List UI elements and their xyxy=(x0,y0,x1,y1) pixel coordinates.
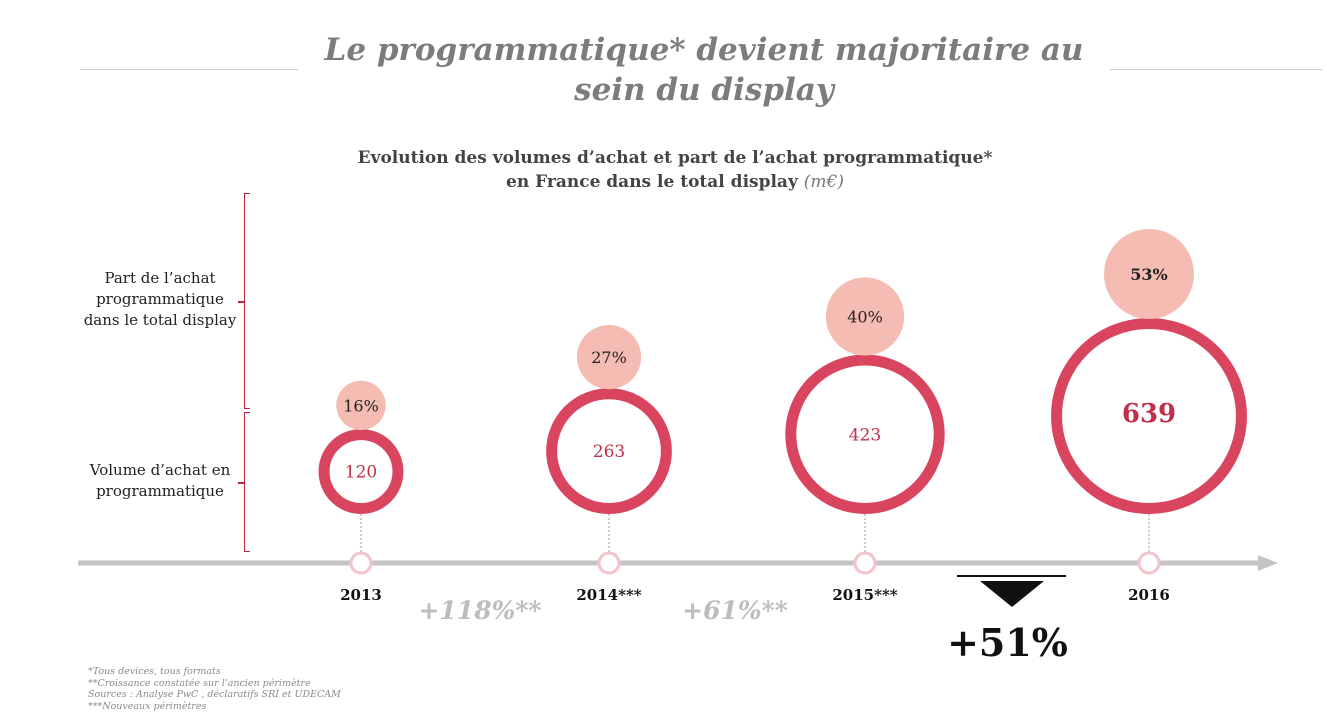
share-row-label-line1: Part de l’achat xyxy=(104,269,216,287)
year-tick-label: 2016 xyxy=(1128,586,1170,604)
growth-label: +61%** xyxy=(682,596,788,625)
chart-subtitle-line1: Evolution des volumes d’achat et part de… xyxy=(357,148,993,168)
page-title-line2: sein du display xyxy=(574,72,834,108)
share-value-label: 53% xyxy=(1130,265,1167,284)
share-bubble xyxy=(336,380,386,431)
share-row-bracket xyxy=(238,193,250,409)
share-value-label: 16% xyxy=(343,396,379,415)
year-marker xyxy=(1137,551,1161,575)
year-marker xyxy=(597,551,621,575)
chart-unit: (m€) xyxy=(803,172,844,192)
volume-value-label: 120 xyxy=(345,463,377,483)
footnote-sources: Sources : Analyse PwC , déclaratifs SRI … xyxy=(88,689,341,700)
chart-subtitle-line2: en France dans le total display (m€) xyxy=(250,170,1100,194)
chart-subtitle: Evolution des volumes d’achat et part de… xyxy=(250,146,1100,194)
volume-bubble xyxy=(1051,318,1247,514)
share-bubble xyxy=(825,277,905,356)
volume-row-bracket xyxy=(238,412,250,552)
footnote-1: *Tous devices, tous formats xyxy=(88,666,221,677)
growth-2015-2016: +51% xyxy=(947,620,1068,665)
title-rule-right xyxy=(1110,69,1322,70)
year-tick-label: 2014*** xyxy=(576,586,641,604)
volume-bubble xyxy=(318,429,404,514)
timeline-axis-group xyxy=(78,514,1278,575)
volume-row-label-line1: Volume d’achat en xyxy=(89,461,231,479)
growth-down-arrow-icon xyxy=(980,581,1044,607)
page-title: Le programmatique* devient majoritaire a… xyxy=(300,30,1108,110)
page-title-line1: Le programmatique* devient majoritaire a… xyxy=(324,32,1084,68)
footnote-3: ***Nouveaux périmètres xyxy=(88,700,207,712)
share-row-label: Part de l’achat programmatique dans le t… xyxy=(70,268,250,331)
volume-bubble xyxy=(546,388,672,514)
volume-bubble xyxy=(785,354,945,515)
volume-value-label: 639 xyxy=(1122,399,1176,429)
share-value-label: 27% xyxy=(591,348,627,367)
share-value-label: 40% xyxy=(847,307,883,326)
year-tick-label: 2013 xyxy=(340,586,382,604)
timeline-axis-arrow xyxy=(1258,555,1278,571)
year-marker xyxy=(349,551,373,575)
volume-row-label: Volume d’achat en programmatique xyxy=(70,460,250,502)
share-row-label-line3: dans le total display xyxy=(83,311,237,329)
share-row-label-line2: programmatique xyxy=(96,290,224,308)
chart-subtitle-line2-text: en France dans le total display xyxy=(506,172,798,192)
labels-group: 120 16% 2013 263 27% 2014*** 423 40% 2015*** 639 5… xyxy=(340,265,1176,625)
footnote-2: **Croissance constatée sur l’ancien péri… xyxy=(88,677,311,689)
share-bubble xyxy=(576,325,642,390)
volume-row-label-line2: programmatique xyxy=(96,482,224,500)
share-row-bracket-tick xyxy=(238,301,244,303)
title-rule-left xyxy=(80,69,298,70)
volume-row-bracket-tick xyxy=(238,482,244,484)
growth-label: +118%** xyxy=(418,596,541,625)
year-marker xyxy=(853,551,877,575)
year-tick-label: 2015*** xyxy=(832,586,897,604)
volume-value-label: 423 xyxy=(849,425,881,445)
bubbles-group xyxy=(318,229,1247,515)
share-bubble xyxy=(1104,229,1194,319)
volume-value-label: 263 xyxy=(593,442,625,462)
footnotes: *Tous devices, tous formats **Croissance… xyxy=(88,666,341,712)
